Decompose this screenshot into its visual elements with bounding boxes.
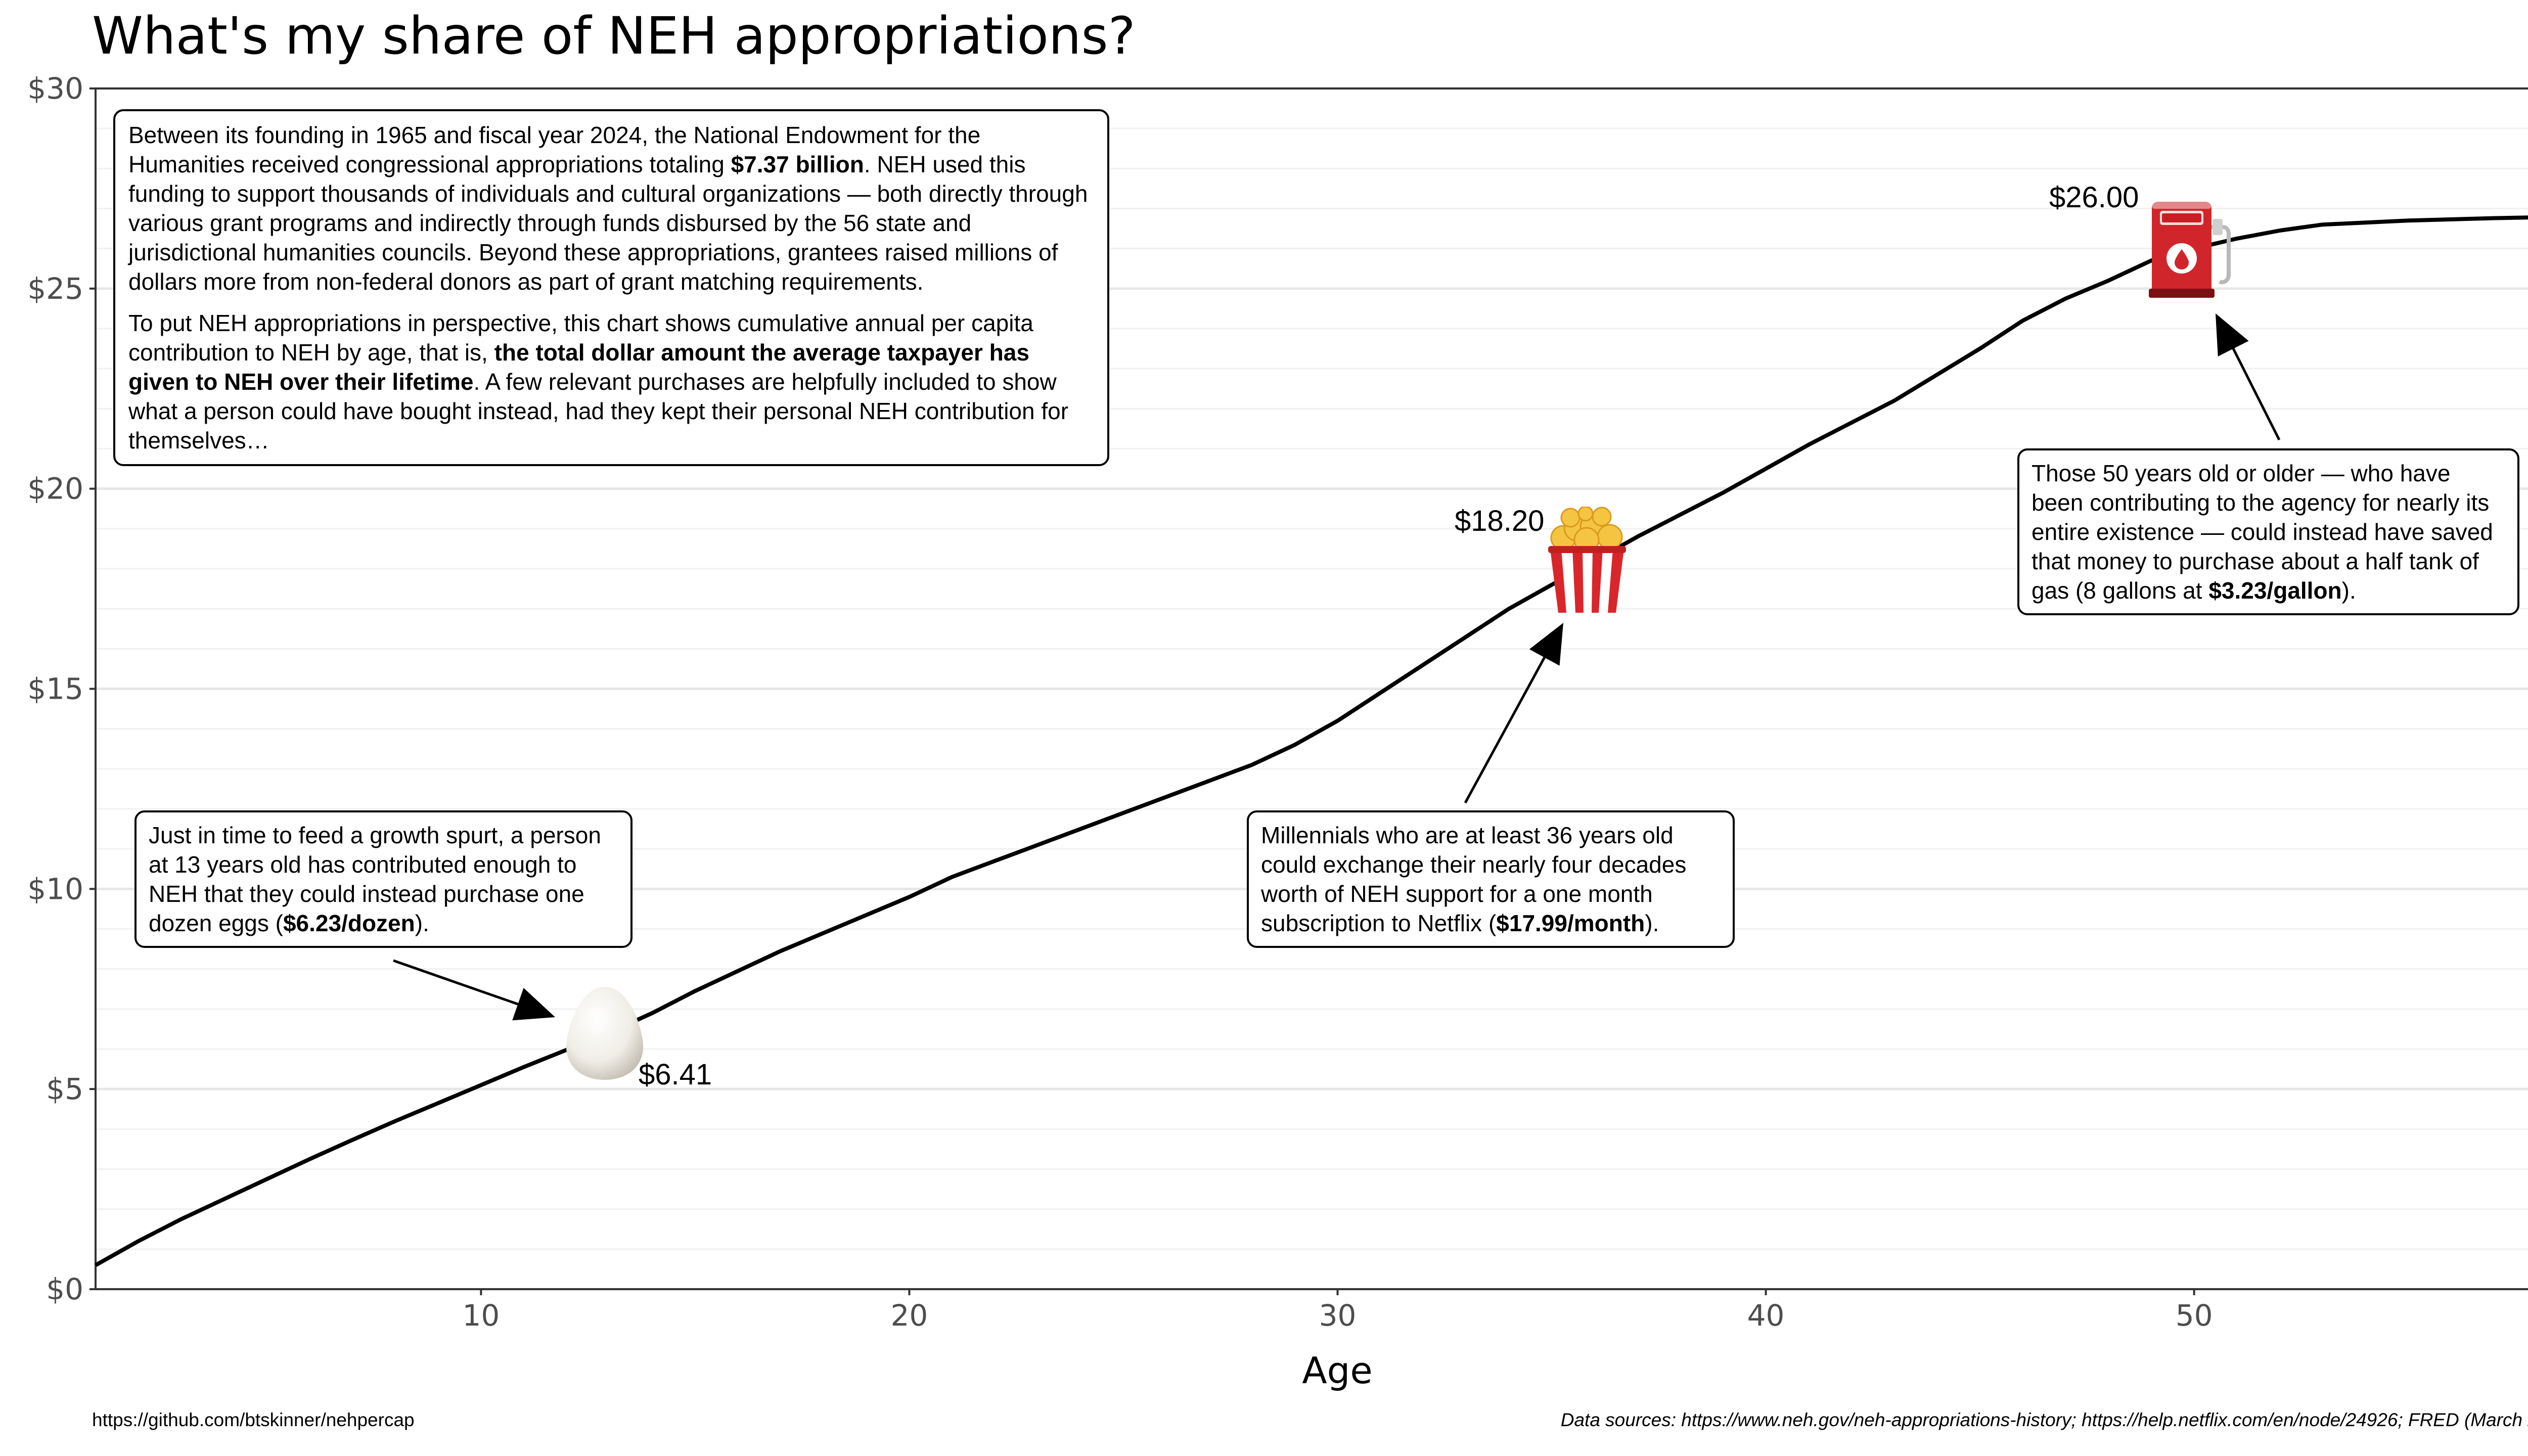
annotation-arrow-line	[1464, 657, 1546, 804]
eggs-note: Just in time to feed a growth spurt, a p…	[134, 810, 633, 948]
footer-repo-link[interactable]: https://github.com/btskinner/nehpercap	[92, 1409, 415, 1430]
y-tick-label: $5	[46, 1072, 83, 1106]
x-axis: 10 20 30 40 50	[462, 1289, 2213, 1333]
footer-data-sources: Data sources: https://www.neh.gov/neh-ap…	[1560, 1409, 2528, 1430]
x-axis-title: Age	[1302, 1349, 1372, 1392]
annotation-arrow-head	[1529, 623, 1563, 666]
egg-value-label: $6.41	[639, 1058, 712, 1091]
y-tick-label: $0	[46, 1272, 83, 1306]
y-tick-label: $15	[27, 672, 83, 706]
annotation-arrow-head	[512, 988, 555, 1021]
annotation-arrow-head	[2216, 313, 2249, 356]
fuel-pump-icon	[2149, 202, 2231, 298]
intro-note: Between its founding in 1965 and fiscal …	[113, 109, 1109, 466]
y-axis: $0 $5 $10 $15 $20 $25 $30	[27, 71, 96, 1306]
y-tick-label: $10	[27, 872, 83, 906]
annotation-arrow-line	[2232, 348, 2281, 441]
egg-icon	[566, 987, 643, 1080]
x-tick-label: 40	[1747, 1298, 1785, 1333]
y-tick-label: $20	[27, 472, 83, 506]
popcorn-icon	[1548, 507, 1626, 613]
y-tick-label: $25	[27, 271, 83, 306]
x-tick-label: 30	[1319, 1298, 1357, 1333]
annotation-arrow-line	[393, 959, 519, 1006]
annotation-arrows	[393, 313, 2281, 1021]
x-tick-label: 10	[462, 1298, 500, 1333]
y-tick-label: $30	[27, 71, 83, 106]
gas-note: Those 50 years old or older — who have b…	[2017, 448, 2519, 615]
popcorn-value-label: $18.20	[1455, 505, 1545, 537]
gas-value-label: $26.00	[2049, 181, 2139, 214]
x-tick-label: 20	[891, 1298, 928, 1333]
netflix-note: Millennials who are at least 36 years ol…	[1247, 810, 1735, 948]
chart-title: What's my share of NEH appropriations?	[92, 6, 1136, 66]
x-tick-label: 50	[2176, 1298, 2213, 1333]
